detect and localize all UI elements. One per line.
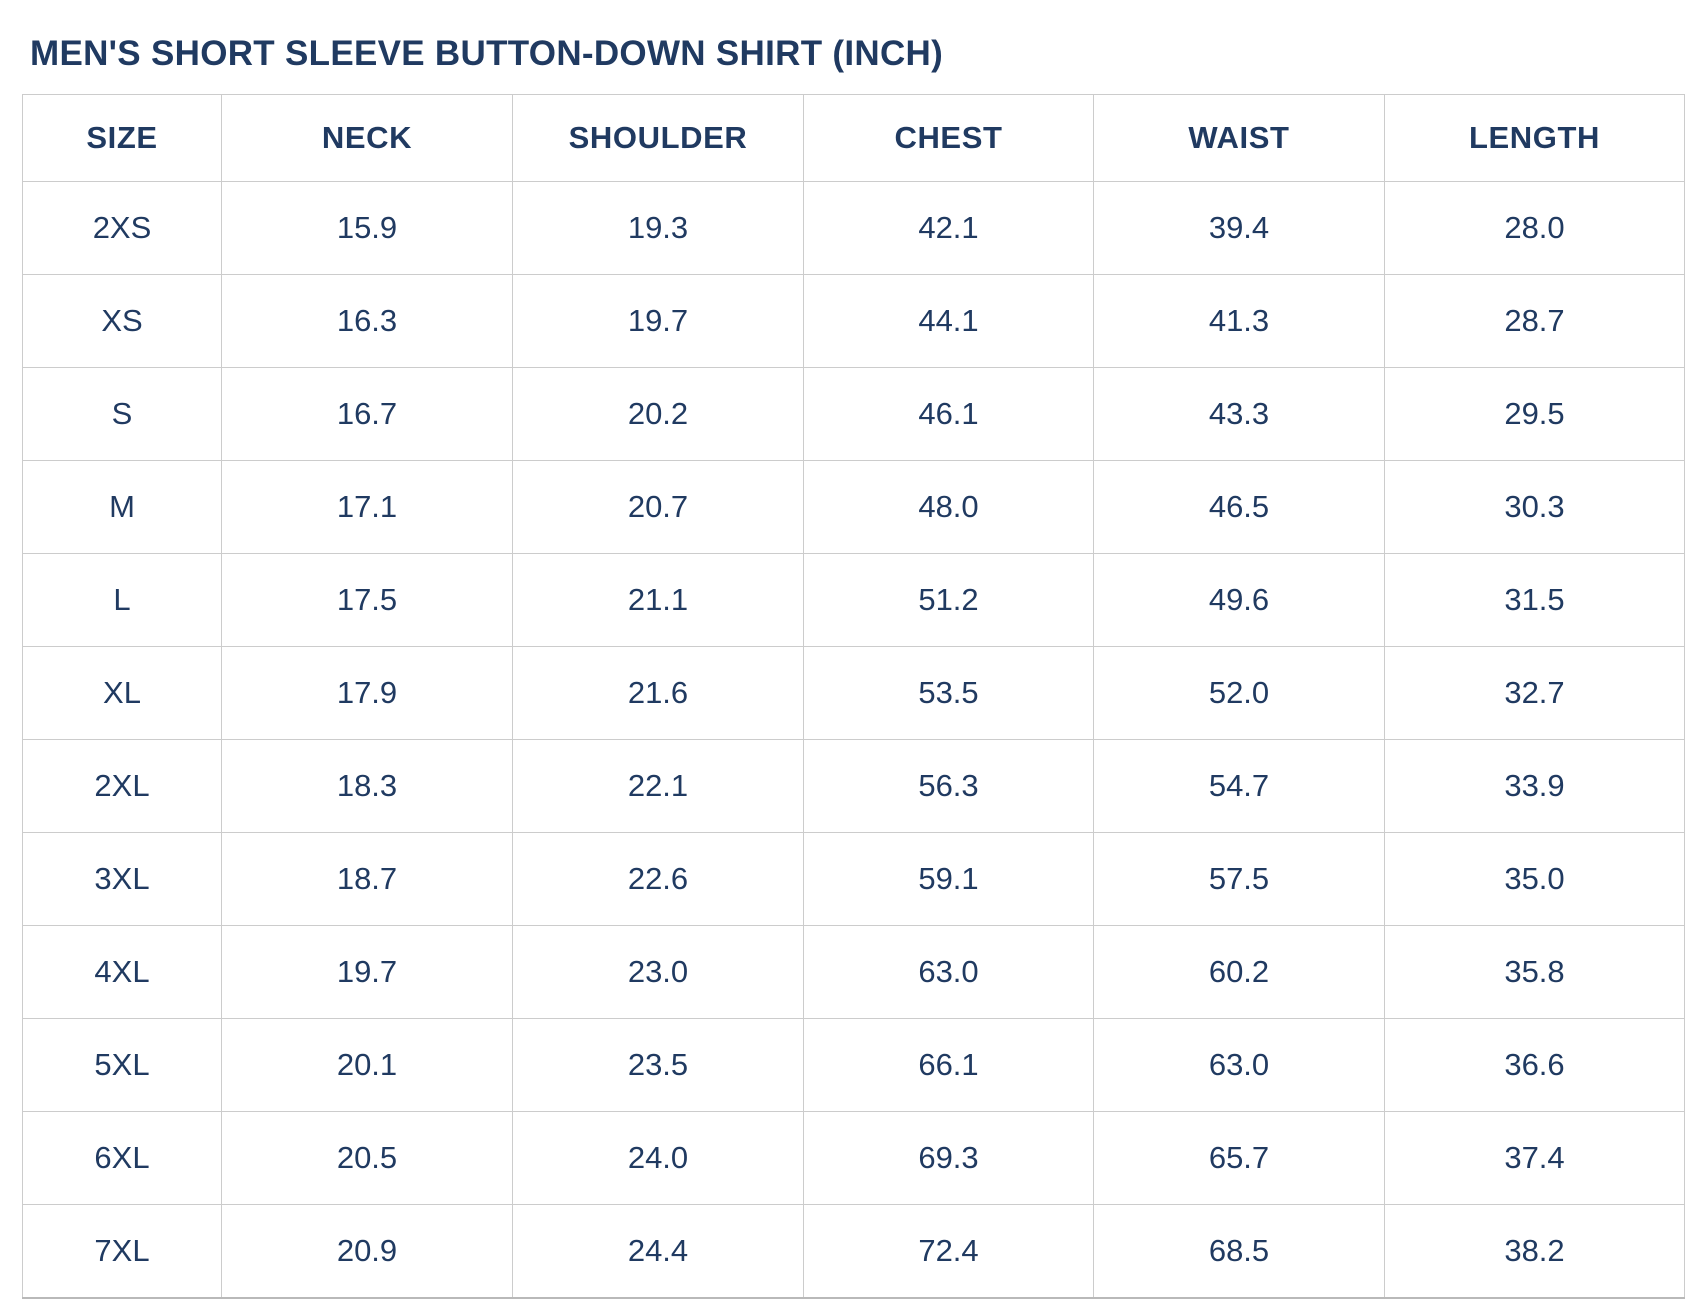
- chest-cell: 48.0: [803, 460, 1094, 554]
- length-cell: 31.5: [1384, 553, 1685, 647]
- size-cell: 2XS: [22, 181, 222, 275]
- chest-cell: 46.1: [803, 367, 1094, 461]
- table-row-s: S 16.7 20.2 46.1 43.3 29.5: [22, 367, 1685, 461]
- neck-cell: 19.7: [221, 925, 513, 1019]
- table-row-m: M 17.1 20.7 48.0 46.5 30.3: [22, 460, 1685, 554]
- neck-cell: 20.9: [221, 1204, 513, 1299]
- page-title: MEN'S SHORT SLEEVE BUTTON-DOWN SHIRT (IN…: [30, 34, 944, 73]
- shoulder-cell: 24.4: [512, 1204, 804, 1299]
- table-row-l: L 17.5 21.1 51.2 49.6 31.5: [22, 553, 1685, 647]
- table-row-4xl: 4XL 19.7 23.0 63.0 60.2 35.8: [22, 925, 1685, 1019]
- neck-cell: 16.3: [221, 274, 513, 368]
- shoulder-cell: 19.7: [512, 274, 804, 368]
- size-cell: 6XL: [22, 1111, 222, 1205]
- table-row-2xl: 2XL 18.3 22.1 56.3 54.7 33.9: [22, 739, 1685, 833]
- table-row-5xl: 5XL 20.1 23.5 66.1 63.0 36.6: [22, 1018, 1685, 1112]
- length-cell: 36.6: [1384, 1018, 1685, 1112]
- header-cell-shoulder: SHOULDER: [512, 94, 804, 182]
- neck-cell: 17.1: [221, 460, 513, 554]
- neck-cell: 20.1: [221, 1018, 513, 1112]
- shoulder-cell: 23.5: [512, 1018, 804, 1112]
- table-row-7xl: 7XL 20.9 24.4 72.4 68.5 38.2: [22, 1204, 1685, 1299]
- table-header-row: SIZE NECK SHOULDER CHEST WAIST LENGTH: [22, 94, 1685, 182]
- shoulder-cell: 20.2: [512, 367, 804, 461]
- neck-cell: 18.7: [221, 832, 513, 926]
- length-cell: 29.5: [1384, 367, 1685, 461]
- chest-cell: 53.5: [803, 646, 1094, 740]
- waist-cell: 60.2: [1093, 925, 1385, 1019]
- length-cell: 33.9: [1384, 739, 1685, 833]
- chest-cell: 69.3: [803, 1111, 1094, 1205]
- table-row-6xl: 6XL 20.5 24.0 69.3 65.7 37.4: [22, 1111, 1685, 1205]
- size-cell: 5XL: [22, 1018, 222, 1112]
- size-cell: XL: [22, 646, 222, 740]
- length-cell: 35.8: [1384, 925, 1685, 1019]
- shoulder-cell: 20.7: [512, 460, 804, 554]
- shoulder-cell: 24.0: [512, 1111, 804, 1205]
- chest-cell: 56.3: [803, 739, 1094, 833]
- header-cell-length: LENGTH: [1384, 94, 1685, 182]
- waist-cell: 65.7: [1093, 1111, 1385, 1205]
- table-row-xs: XS 16.3 19.7 44.1 41.3 28.7: [22, 274, 1685, 368]
- table-row-2xs: 2XS 15.9 19.3 42.1 39.4 28.0: [22, 181, 1685, 275]
- waist-cell: 41.3: [1093, 274, 1385, 368]
- neck-cell: 16.7: [221, 367, 513, 461]
- size-cell: S: [22, 367, 222, 461]
- neck-cell: 18.3: [221, 739, 513, 833]
- waist-cell: 63.0: [1093, 1018, 1385, 1112]
- waist-cell: 57.5: [1093, 832, 1385, 926]
- waist-cell: 52.0: [1093, 646, 1385, 740]
- length-cell: 30.3: [1384, 460, 1685, 554]
- shoulder-cell: 21.1: [512, 553, 804, 647]
- shoulder-cell: 23.0: [512, 925, 804, 1019]
- shoulder-cell: 22.6: [512, 832, 804, 926]
- shoulder-cell: 22.1: [512, 739, 804, 833]
- table-row-xl: XL 17.9 21.6 53.5 52.0 32.7: [22, 646, 1685, 740]
- waist-cell: 49.6: [1093, 553, 1385, 647]
- header-cell-chest: CHEST: [803, 94, 1094, 182]
- length-cell: 35.0: [1384, 832, 1685, 926]
- chest-cell: 44.1: [803, 274, 1094, 368]
- length-cell: 32.7: [1384, 646, 1685, 740]
- header-cell-neck: NECK: [221, 94, 513, 182]
- length-cell: 37.4: [1384, 1111, 1685, 1205]
- shoulder-cell: 21.6: [512, 646, 804, 740]
- waist-cell: 39.4: [1093, 181, 1385, 275]
- waist-cell: 46.5: [1093, 460, 1385, 554]
- chest-cell: 63.0: [803, 925, 1094, 1019]
- waist-cell: 54.7: [1093, 739, 1385, 833]
- size-cell: L: [22, 553, 222, 647]
- waist-cell: 43.3: [1093, 367, 1385, 461]
- size-cell: 2XL: [22, 739, 222, 833]
- header-cell-size: SIZE: [22, 94, 222, 182]
- chest-cell: 42.1: [803, 181, 1094, 275]
- neck-cell: 15.9: [221, 181, 513, 275]
- size-cell: 4XL: [22, 925, 222, 1019]
- chest-cell: 51.2: [803, 553, 1094, 647]
- chest-cell: 66.1: [803, 1018, 1094, 1112]
- chest-cell: 59.1: [803, 832, 1094, 926]
- size-chart-table: SIZE NECK SHOULDER CHEST WAIST LENGTH 2X…: [22, 94, 1685, 1299]
- neck-cell: 20.5: [221, 1111, 513, 1205]
- size-cell: 3XL: [22, 832, 222, 926]
- table-row-3xl: 3XL 18.7 22.6 59.1 57.5 35.0: [22, 832, 1685, 926]
- shoulder-cell: 19.3: [512, 181, 804, 275]
- neck-cell: 17.9: [221, 646, 513, 740]
- waist-cell: 68.5: [1093, 1204, 1385, 1299]
- size-cell: XS: [22, 274, 222, 368]
- size-cell: M: [22, 460, 222, 554]
- length-cell: 38.2: [1384, 1204, 1685, 1299]
- chest-cell: 72.4: [803, 1204, 1094, 1299]
- size-cell: 7XL: [22, 1204, 222, 1299]
- header-cell-waist: WAIST: [1093, 94, 1385, 182]
- length-cell: 28.7: [1384, 274, 1685, 368]
- neck-cell: 17.5: [221, 553, 513, 647]
- length-cell: 28.0: [1384, 181, 1685, 275]
